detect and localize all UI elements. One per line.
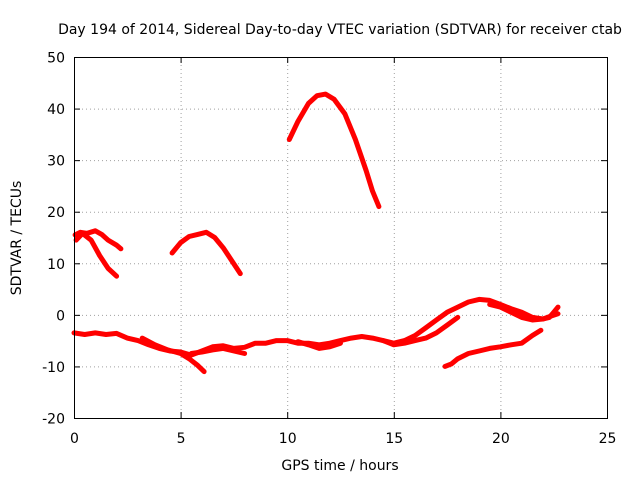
- series-line-track-3: [169, 229, 243, 277]
- series-line-track-9: [380, 314, 461, 348]
- series-line-track-6: [139, 335, 207, 375]
- chart-title: Day 194 of 2014, Sidereal Day-to-day VTE…: [58, 22, 622, 38]
- plot-frame: [74, 57, 608, 419]
- y-tick-label: 10: [47, 257, 65, 273]
- y-tick-label: 20: [47, 205, 65, 221]
- y-tick-label: 0: [56, 308, 65, 324]
- data-series: [71, 91, 561, 375]
- x-tick-label: 20: [492, 431, 510, 447]
- x-tick-label: 5: [177, 431, 186, 447]
- y-tick-label: 40: [47, 102, 65, 118]
- x-tick-label: 25: [599, 431, 617, 447]
- series-line-track-4: [286, 91, 382, 210]
- series-line-track-8: [295, 339, 343, 351]
- series-line-track-10: [442, 327, 544, 369]
- series-line-track-11: [487, 302, 561, 323]
- x-tick-label: 0: [70, 431, 79, 447]
- series-line-track-2: [73, 230, 120, 279]
- y-axis-label: SDTVAR / TECUs: [9, 181, 25, 296]
- y-tick-label: 30: [47, 154, 65, 170]
- ticks: 0 5 10 15 20 25 -20 -10 0 10 20 30 40 50: [42, 51, 616, 448]
- x-axis-label: GPS time / hours: [281, 458, 398, 474]
- y-tick-label: -10: [42, 360, 65, 376]
- x-tick-label: 15: [385, 431, 403, 447]
- x-tick-label: 10: [279, 431, 297, 447]
- y-tick-label: -20: [42, 412, 65, 428]
- y-tick-label: 50: [47, 51, 65, 67]
- series-line-track-7: [188, 345, 248, 356]
